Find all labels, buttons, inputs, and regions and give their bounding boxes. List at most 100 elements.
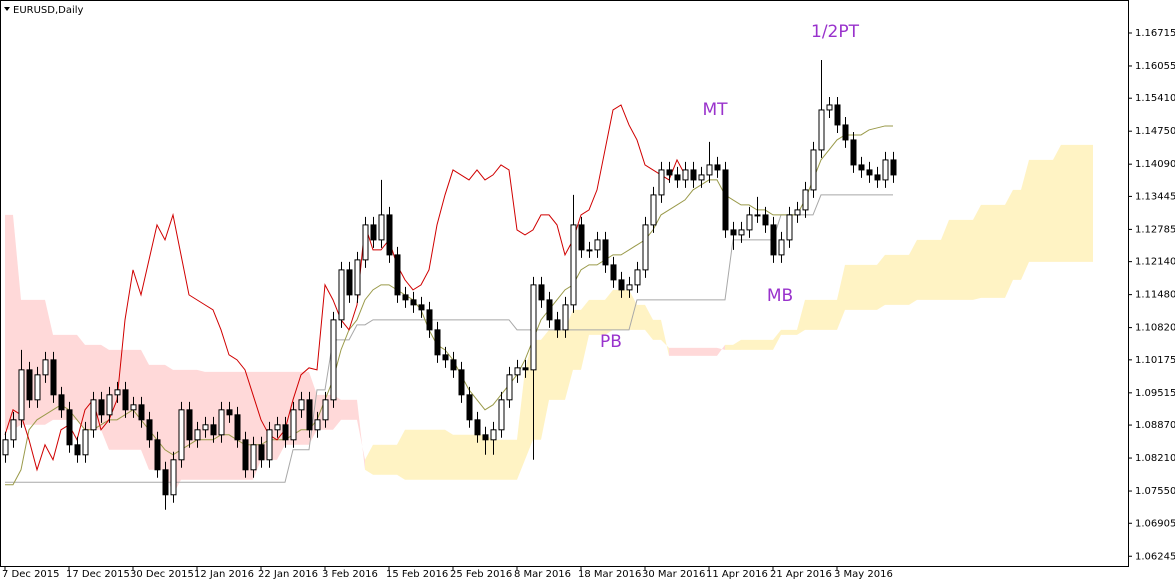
candle-body bbox=[482, 434, 489, 441]
candle-body bbox=[186, 409, 193, 441]
cloud-segment bbox=[893, 254, 901, 305]
y-tick-label: 1.10820 bbox=[1135, 323, 1175, 334]
cloud-segment bbox=[885, 254, 893, 305]
candle-body bbox=[98, 399, 105, 416]
annotation: MB bbox=[767, 286, 793, 306]
candle-body bbox=[146, 419, 153, 441]
candle-body bbox=[26, 369, 33, 401]
candle-body bbox=[10, 419, 17, 441]
cloud-segment bbox=[1061, 144, 1069, 262]
cloud-segment bbox=[845, 264, 853, 310]
cloud-segment bbox=[965, 219, 973, 300]
cloud-segment bbox=[389, 444, 397, 475]
candle-body bbox=[354, 259, 361, 296]
cloud-segment bbox=[1077, 144, 1085, 262]
cloud-segment bbox=[781, 329, 789, 335]
cloud-segment bbox=[1037, 159, 1045, 262]
candle-body bbox=[458, 369, 465, 396]
y-tick-label: 1.15410 bbox=[1135, 93, 1175, 104]
y-tick-label: 1.14090 bbox=[1135, 159, 1175, 170]
candle-body bbox=[362, 224, 369, 261]
cloud-segment bbox=[125, 349, 133, 450]
candle-body bbox=[194, 429, 201, 441]
cloud-segment bbox=[685, 347, 693, 356]
candle-body bbox=[314, 419, 321, 431]
cloud-segment bbox=[413, 429, 421, 480]
cloud-segment bbox=[725, 344, 733, 350]
candle-body bbox=[610, 264, 617, 281]
cloud-segment bbox=[853, 264, 861, 310]
cloud-segment bbox=[741, 339, 749, 350]
candle-body bbox=[426, 309, 433, 331]
cloud-segment bbox=[445, 429, 453, 480]
cloud-segment bbox=[29, 299, 37, 425]
candle-body bbox=[202, 424, 209, 431]
cloud-segment bbox=[69, 334, 77, 420]
candle-body bbox=[450, 359, 457, 371]
cloud-segment bbox=[189, 369, 197, 480]
candle-body bbox=[122, 389, 129, 411]
candle-body bbox=[402, 294, 409, 301]
y-tick-label: 1.16055 bbox=[1135, 61, 1175, 72]
cloud-segment bbox=[677, 347, 685, 356]
cloud-segment bbox=[917, 239, 925, 300]
candle-body bbox=[562, 304, 569, 331]
candle-body bbox=[474, 419, 481, 436]
cloud-segment bbox=[621, 289, 629, 330]
cloud-segment bbox=[277, 371, 285, 460]
candle-body bbox=[274, 424, 281, 431]
x-tick-label: 15 Feb 2016 bbox=[386, 569, 448, 580]
candle-body bbox=[18, 369, 25, 421]
candle-body bbox=[642, 224, 649, 271]
cloud-segment bbox=[997, 204, 1005, 298]
candle-body bbox=[690, 169, 697, 181]
cloud-segment bbox=[573, 309, 581, 370]
cloud-segment bbox=[701, 347, 709, 356]
candle-body bbox=[514, 367, 521, 376]
cloud-segment bbox=[221, 371, 229, 480]
cloud-segment bbox=[973, 204, 981, 300]
candle-body bbox=[826, 104, 833, 111]
cloud-segment bbox=[717, 344, 725, 356]
cloud-segment bbox=[461, 434, 469, 480]
x-tick-label: 17 Dec 2015 bbox=[66, 569, 130, 580]
cloud-segment bbox=[861, 264, 869, 310]
cloud-segment bbox=[453, 434, 461, 480]
candle-body bbox=[90, 399, 97, 431]
cloud-segment bbox=[981, 204, 989, 298]
cloud-segment bbox=[589, 299, 597, 335]
candle-body bbox=[882, 159, 889, 181]
candle-body bbox=[170, 459, 177, 496]
y-tick-label: 1.12785 bbox=[1135, 224, 1175, 235]
cloud-segment bbox=[477, 434, 485, 480]
cloud-segment bbox=[925, 239, 933, 300]
cloud-segment bbox=[949, 219, 957, 300]
candle-body bbox=[74, 444, 81, 456]
candle-body bbox=[842, 124, 849, 141]
candle-body bbox=[506, 374, 513, 401]
cloud-segment bbox=[877, 254, 885, 310]
cloud-segment bbox=[813, 299, 821, 330]
candle-body bbox=[130, 404, 137, 411]
cloud-segment bbox=[645, 304, 653, 340]
candle-body bbox=[674, 174, 681, 181]
candle-body bbox=[42, 359, 49, 376]
x-tick-label: 21 Apr 2016 bbox=[770, 569, 832, 580]
symbol-menu-icon[interactable] bbox=[4, 7, 10, 11]
candle-body bbox=[282, 424, 289, 441]
x-tick-label: 22 Jan 2016 bbox=[258, 569, 318, 580]
candle-body bbox=[322, 399, 329, 421]
candle-body bbox=[34, 374, 41, 401]
y-tick-label: 1.06905 bbox=[1135, 518, 1175, 529]
cloud-segment bbox=[373, 444, 381, 475]
candle-body bbox=[770, 224, 777, 256]
candle-body bbox=[570, 224, 577, 306]
candle-body bbox=[210, 424, 217, 436]
candle-body bbox=[250, 444, 257, 471]
cloud-segment bbox=[485, 434, 493, 480]
cloud-segment bbox=[629, 289, 637, 330]
candle-body bbox=[346, 269, 353, 296]
candle-body bbox=[266, 429, 273, 461]
candle-body bbox=[386, 214, 393, 256]
cloud-segment bbox=[109, 349, 117, 450]
